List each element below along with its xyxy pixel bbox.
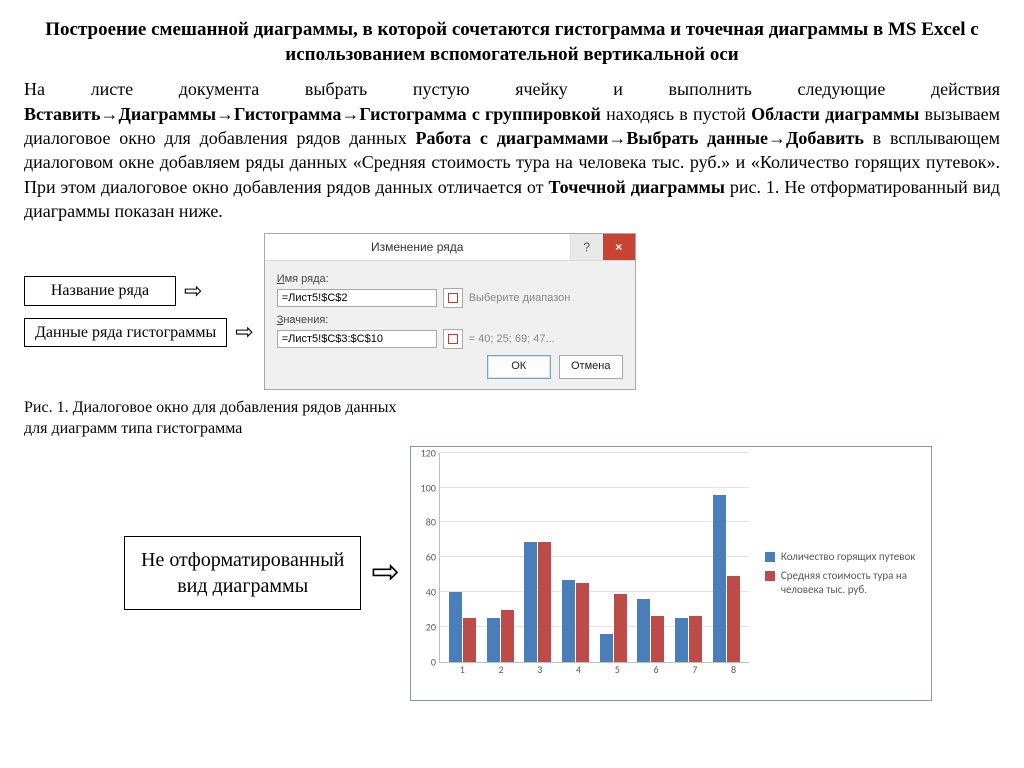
callout-unformatted-chart: Не отформатированный вид диаграммы [124, 536, 361, 610]
y-tick-label: 20 [426, 620, 440, 633]
hint-values: = 40; 25; 69; 47... [469, 333, 555, 345]
bar-group [637, 599, 664, 662]
bar-series1 [562, 580, 575, 662]
legend-item-1: Количество горящих путевок [765, 550, 925, 564]
bar-series1 [487, 618, 500, 662]
bar-series2 [727, 576, 740, 661]
bar-series2 [651, 616, 664, 661]
bar-group [487, 610, 514, 662]
bar-series1 [675, 618, 688, 662]
bar-series1 [524, 542, 537, 662]
x-tick-label: 4 [565, 663, 592, 676]
bar-group [713, 495, 740, 662]
x-tick-label: 6 [643, 663, 670, 676]
legend-item-2: Средняя стоимость тура на человека тыс. … [765, 569, 925, 597]
arrow-icon: ⇨ [235, 321, 253, 343]
x-tick-label: 5 [604, 663, 631, 676]
series-values-input[interactable] [277, 330, 437, 348]
para-bold-area: Области диаграммы [751, 104, 919, 124]
para-path-1: Вставить→Диаграммы→Гистограмма→Гистограм… [24, 104, 601, 124]
series-name-input[interactable] [277, 289, 437, 307]
callout-row-data: Данные ряда гистограммы [24, 318, 227, 347]
y-tick-label: 60 [426, 551, 440, 564]
bar-group [600, 594, 627, 662]
close-button[interactable]: × [603, 234, 635, 260]
bar-series2 [463, 618, 476, 662]
para-path-2: Работа с диаграммами→Выбрать данные→Доба… [416, 128, 864, 148]
bar-series2 [501, 610, 514, 662]
help-button[interactable]: ? [570, 234, 603, 260]
callout-row-name: Название ряда [24, 276, 176, 305]
arrow-icon: ⇨ [184, 280, 202, 302]
x-tick-label: 3 [526, 663, 553, 676]
edit-series-dialog: Изменение ряда ? × ИИмя ряда:мя ряда: Вы… [264, 233, 636, 390]
hint-name: Выберите диапазон [469, 292, 571, 304]
ok-button[interactable]: ОК [487, 355, 551, 379]
label-series-values: Значения: [277, 314, 623, 326]
bar-series2 [538, 542, 551, 662]
page-title: Построение смешанной диаграммы, в которо… [24, 18, 1000, 67]
bar-series2 [689, 616, 702, 661]
bar-group [449, 592, 476, 662]
bar-series2 [576, 583, 589, 661]
bar-series1 [449, 592, 462, 662]
chart-frame: 020406080100120 12345678 Количество горя… [410, 446, 932, 701]
x-tick-label: 1 [449, 663, 476, 676]
bar-series2 [614, 594, 627, 662]
para-bold-scatter: Точечной диаграммы [548, 177, 724, 197]
x-tick-label: 8 [720, 663, 747, 676]
bar-group [562, 580, 589, 662]
y-tick-label: 80 [426, 516, 440, 529]
y-tick-label: 0 [431, 655, 440, 668]
bar-group [675, 616, 702, 661]
legend-swatch-icon [765, 552, 775, 562]
instruction-paragraph: На листе документа выбрать пустую ячейку… [24, 77, 1000, 223]
legend-swatch-icon [765, 571, 775, 581]
para-plain: На листе документа выбрать пустую ячейку… [24, 79, 1000, 99]
cancel-button[interactable]: Отмена [559, 355, 623, 379]
x-tick-label: 2 [488, 663, 515, 676]
legend-label: Количество горящих путевок [781, 550, 916, 564]
legend-label: Средняя стоимость тура на человека тыс. … [781, 569, 925, 597]
para-plain: находясь в пустой [601, 104, 751, 124]
chart-legend: Количество горящих путевок Средняя стоим… [765, 544, 925, 603]
figure-caption: Рис. 1. Диалоговое окно для добавления р… [24, 398, 1000, 440]
bar-series1 [600, 634, 613, 662]
bar-group [524, 542, 551, 662]
y-tick-label: 100 [421, 481, 440, 494]
range-picker-icon[interactable] [443, 329, 463, 349]
y-tick-label: 120 [421, 446, 440, 459]
range-picker-icon[interactable] [443, 288, 463, 308]
chart-plot-area: 020406080100120 [439, 453, 749, 663]
x-tick-label: 7 [681, 663, 708, 676]
bar-series1 [713, 495, 726, 662]
bar-series1 [637, 599, 650, 662]
label-series-name: ИИмя ряда:мя ряда: [277, 273, 623, 285]
dialog-title: Изменение ряда [265, 234, 570, 260]
y-tick-label: 40 [426, 586, 440, 599]
arrow-icon: ⇨ [371, 556, 400, 590]
